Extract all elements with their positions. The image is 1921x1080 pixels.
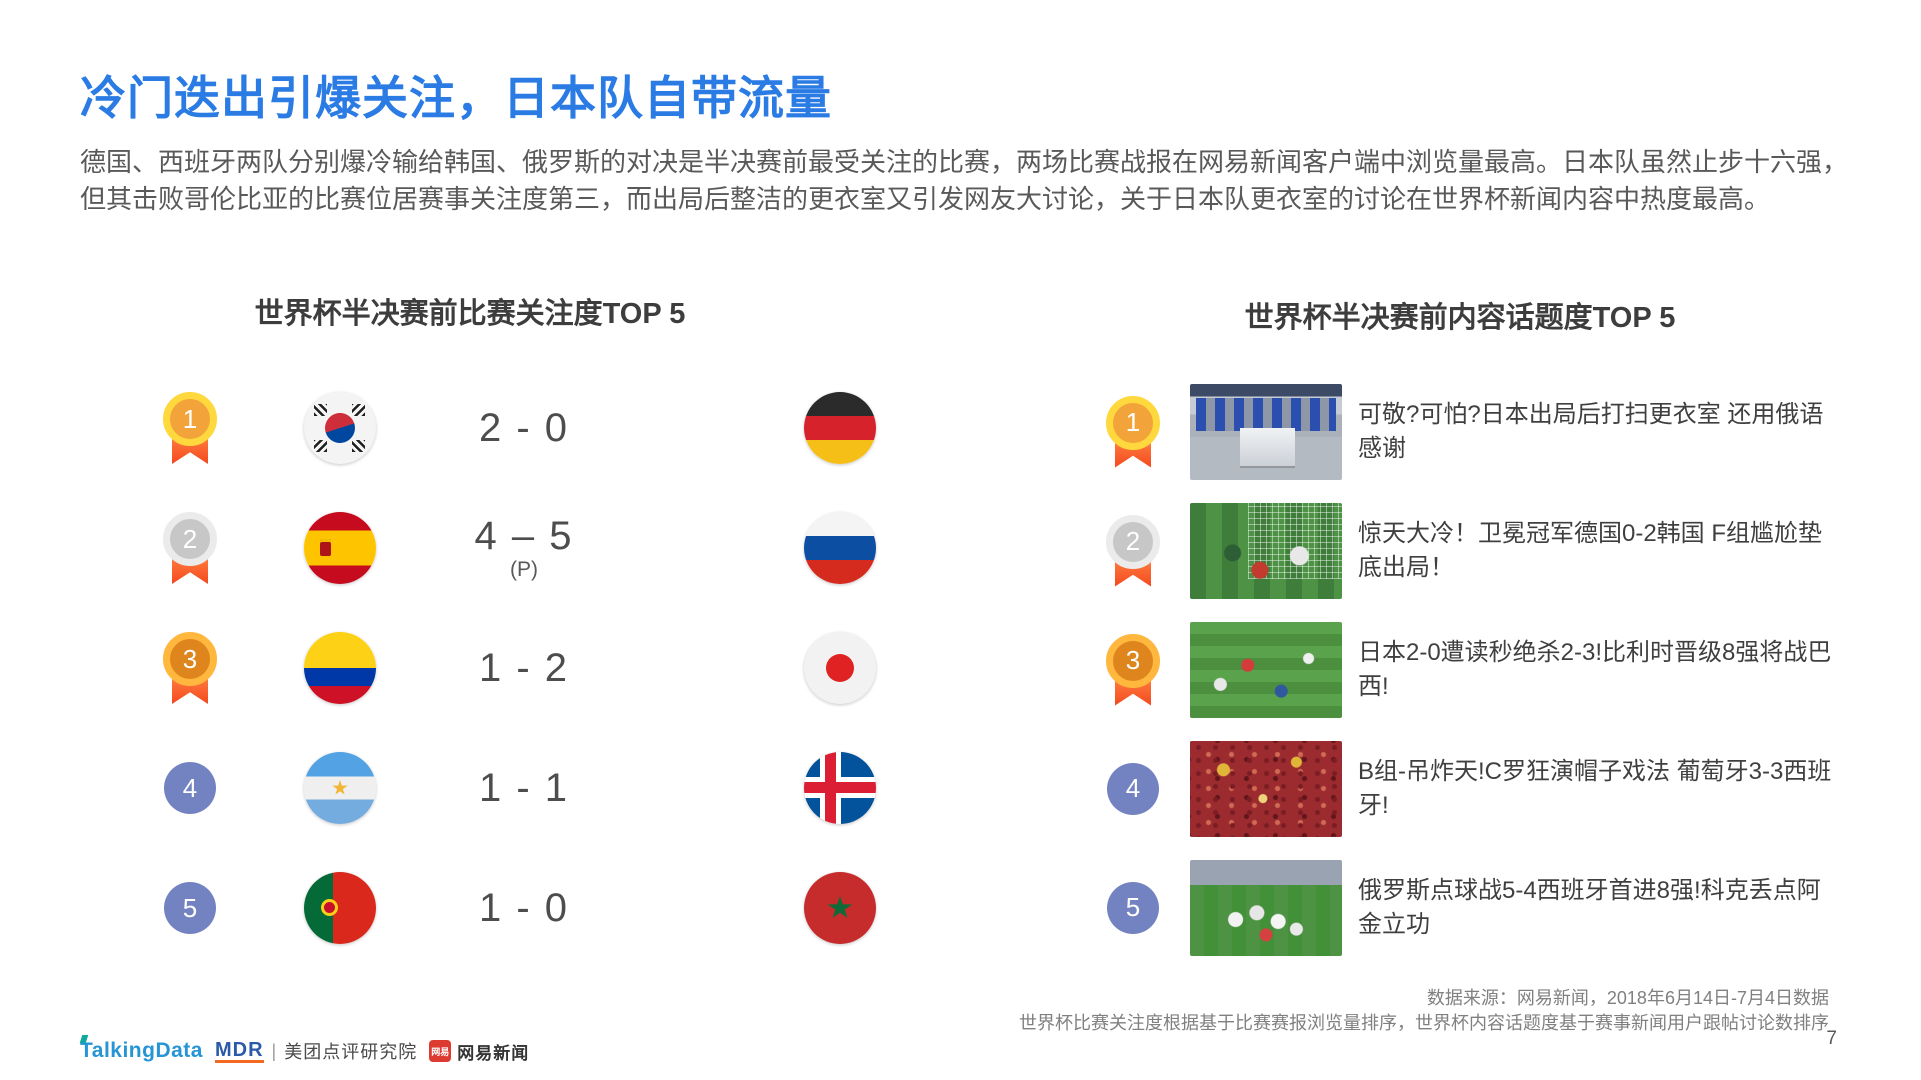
match-row-5: 5 1 - 0 <box>150 848 876 968</box>
rank-number: 5 <box>182 892 198 923</box>
news-headline: B组-吊炸天!C罗狂演帽子戏法 葡萄牙3-3西班牙! <box>1358 757 1832 819</box>
team-flag-right-icon <box>804 392 876 464</box>
news-thumbnail <box>1190 502 1342 599</box>
match-score: 1 - 0 <box>426 886 622 930</box>
rank-number: 3 <box>1125 645 1141 675</box>
rank-cell: 5 <box>150 882 230 934</box>
rank-cell: 1 <box>1100 395 1166 468</box>
rank-number: 2 <box>182 523 198 554</box>
netease-app-icon: 网易 <box>429 1040 452 1062</box>
team-flag-left-icon <box>304 512 376 584</box>
rank-cell: 1 <box>150 392 230 464</box>
topic-row-1: 1 可敬?可怕?日本出局后打扫更衣室 还用俄语感谢 <box>1100 372 1832 491</box>
bronze-medal-icon: 3 <box>1106 633 1160 706</box>
rank-cell: 5 <box>1100 881 1166 934</box>
team-flag-right-icon <box>804 632 876 704</box>
team-flag-left-icon <box>304 752 376 824</box>
team-flag-left-icon <box>304 632 376 704</box>
right-panel-title: 世界杯半决赛前内容话题度TOP 5 <box>1244 302 1676 334</box>
netease-news-logo: 网易新闻 <box>457 1043 530 1063</box>
source-line-1: 数据来源：网易新闻，2018年6月14日-7月4日数据 <box>1426 988 1829 1008</box>
mdr-logo: MDR <box>214 1038 264 1063</box>
news-headline: 俄罗斯点球战5-4西班牙首进8强!科克丢点阿金立功 <box>1358 876 1821 938</box>
intro-paragraph: 德国、西班牙两队分别爆冷输给韩国、俄罗斯的对决是半决赛前最受关注的比赛，两场比赛… <box>80 147 1849 214</box>
rank-number: 5 <box>1125 892 1141 922</box>
score-text: 1 - 1 <box>478 766 570 810</box>
content-topic-list: 1 可敬?可怕?日本出局后打扫更衣室 还用俄语感谢 2 惊天大冷！卫冕冠军德国0… <box>1100 372 1832 967</box>
news-thumbnail <box>1190 740 1342 837</box>
match-score: 1 - 1 <box>426 766 622 810</box>
meituan-research-logo: 美团点评研究院 <box>284 1042 418 1062</box>
topic-row-3: 3 日本2-0遭读秒绝杀2-3!比利时晋级8强将战巴西! <box>1100 610 1832 729</box>
logo-bar: TalkingData MDR | 美团点评研究院 网易 网易新闻 <box>80 1038 529 1064</box>
bronze-medal-icon: 3 <box>163 632 217 704</box>
rank-cell: 4 <box>150 762 230 814</box>
team-flag-right-icon <box>804 872 876 944</box>
match-row-3: 3 1 - 2 <box>150 608 876 728</box>
news-headline: 惊天大冷！卫冕冠军德国0-2韩国 F组尴尬垫底出局！ <box>1358 519 1823 581</box>
gold-medal-icon: 1 <box>1106 395 1160 468</box>
rank-cell: 2 <box>150 512 230 584</box>
gold-medal-icon: 1 <box>163 392 217 464</box>
rank-number: 1 <box>182 403 198 434</box>
score-text: 1 - 0 <box>478 886 570 930</box>
logo-divider: | <box>271 1040 277 1061</box>
team-flag-left-icon <box>304 392 376 464</box>
talkingdata-logo: TalkingData <box>80 1039 203 1062</box>
silver-medal-icon: 2 <box>1106 514 1160 587</box>
match-row-1: 1 2 - 0 <box>150 368 876 488</box>
rank-cell: 3 <box>1100 633 1166 706</box>
rank-badge-icon: 5 <box>164 882 216 934</box>
rank-number: 4 <box>1125 773 1141 803</box>
news-headline: 可敬?可怕?日本出局后打扫更衣室 还用俄语感谢 <box>1358 400 1824 462</box>
news-thumbnail <box>1190 859 1342 956</box>
score-text: 4 – 5 <box>474 514 574 558</box>
topic-row-4: 4 B组-吊炸天!C罗狂演帽子戏法 葡萄牙3-3西班牙! <box>1100 729 1832 848</box>
topic-row-2: 2 惊天大冷！卫冕冠军德国0-2韩国 F组尴尬垫底出局！ <box>1100 491 1832 610</box>
match-row-2: 2 4 – 5 (P) <box>150 488 876 608</box>
rank-number: 4 <box>182 772 198 803</box>
score-text: 1 - 2 <box>478 646 570 690</box>
rank-number: 1 <box>1125 407 1141 437</box>
match-attention-list: 1 2 - 0 2 4 – 5 (P) <box>150 368 876 968</box>
news-thumbnail <box>1190 383 1342 480</box>
match-row-4: 4 1 - 1 <box>150 728 876 848</box>
news-thumbnail <box>1190 621 1342 718</box>
team-flag-left-icon <box>304 872 376 944</box>
match-score: 1 - 2 <box>426 646 622 690</box>
rank-badge-icon: 4 <box>164 762 216 814</box>
rank-number: 2 <box>1125 526 1141 556</box>
rank-badge-icon: 4 <box>1107 762 1159 815</box>
rank-cell: 2 <box>1100 514 1166 587</box>
page-number: 7 <box>1826 1028 1837 1049</box>
rank-number: 3 <box>182 643 198 674</box>
topic-row-5: 5 俄罗斯点球战5-4西班牙首进8强!科克丢点阿金立功 <box>1100 848 1832 967</box>
match-score: 2 - 0 <box>426 406 622 450</box>
rank-badge-icon: 5 <box>1107 881 1159 934</box>
page-title: 冷门迭出引爆关注，日本队自带流量 <box>80 72 832 124</box>
source-line-2: 世界杯比赛关注度根据基于比赛赛报浏览量排序，世界杯内容话题度基于赛事新闻用户跟帖… <box>1019 1013 1829 1033</box>
score-note: (P) <box>510 558 538 581</box>
left-panel-title: 世界杯半决赛前比赛关注度TOP 5 <box>254 298 686 330</box>
news-headline: 日本2-0遭读秒绝杀2-3!比利时晋级8强将战巴西! <box>1358 638 1832 700</box>
match-score: 4 – 5 (P) <box>426 514 622 582</box>
silver-medal-icon: 2 <box>163 512 217 584</box>
data-source-note: 数据来源：网易新闻，2018年6月14日-7月4日数据 世界杯比赛关注度根据基于… <box>1019 986 1829 1036</box>
team-flag-right-icon <box>804 752 876 824</box>
rank-cell: 3 <box>150 632 230 704</box>
rank-cell: 4 <box>1100 762 1166 815</box>
score-text: 2 - 0 <box>478 406 570 450</box>
team-flag-right-icon <box>804 512 876 584</box>
